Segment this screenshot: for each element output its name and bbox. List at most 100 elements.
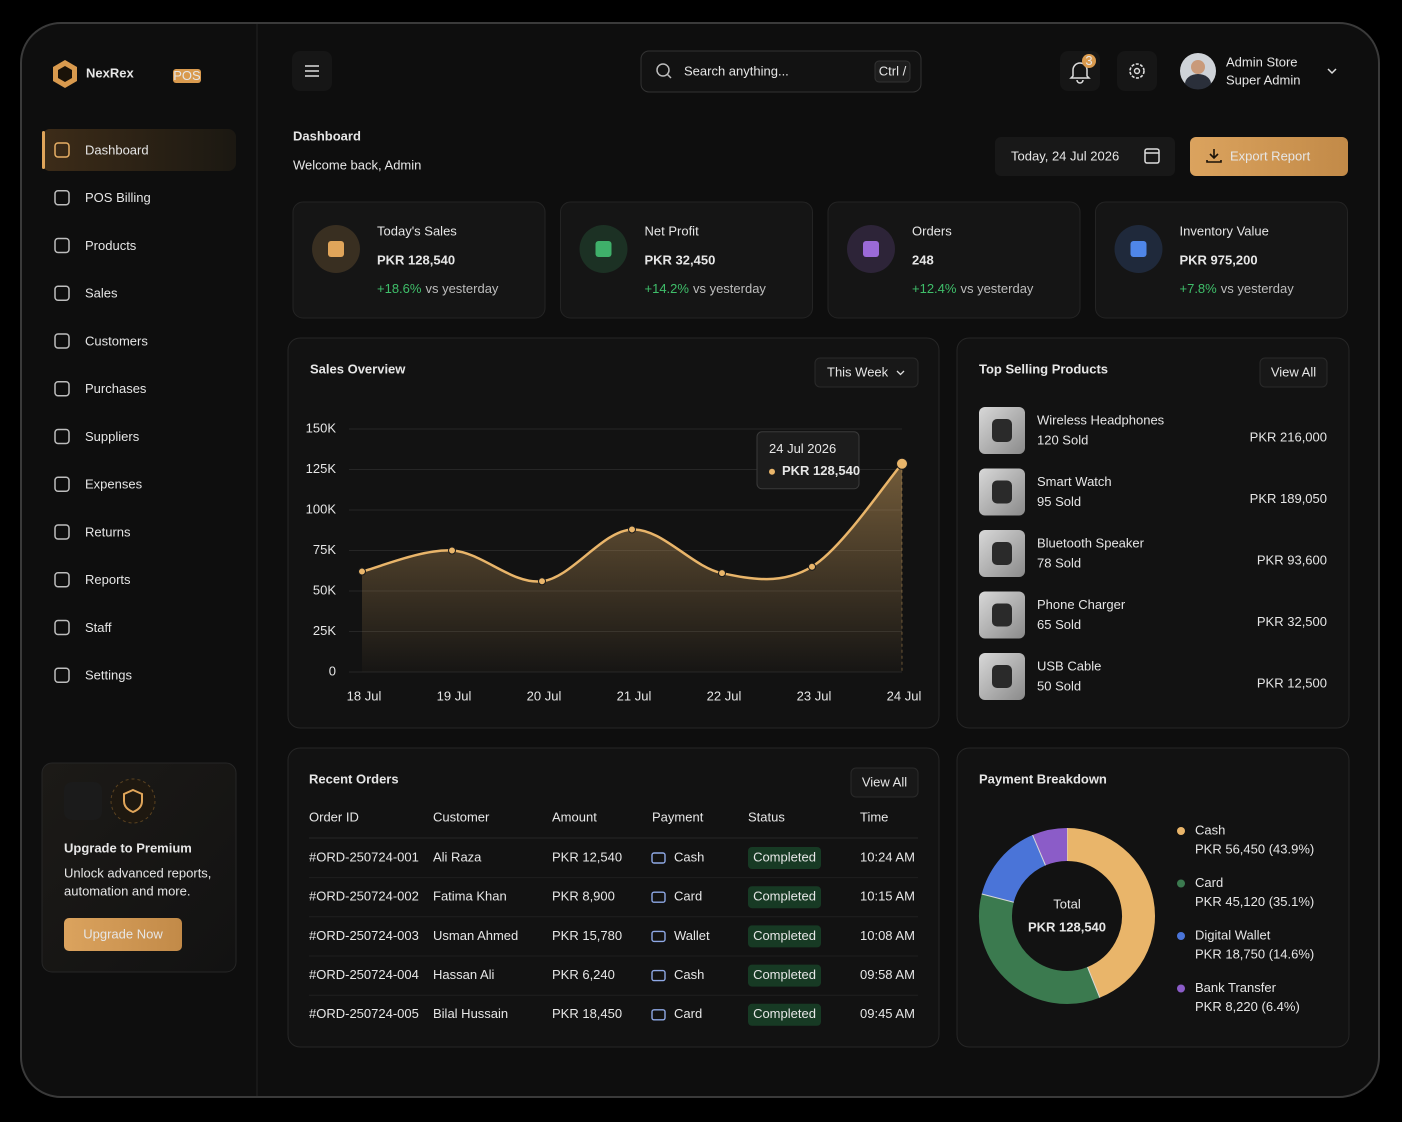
settings-bg[interactable] — [1117, 51, 1157, 91]
upgrade-button-label[interactable]: Upgrade Now — [83, 926, 163, 941]
status-badge — [748, 964, 821, 987]
view-all-bg[interactable] — [850, 767, 919, 798]
column-header: Status — [748, 809, 785, 824]
calendar-icon — [1144, 148, 1160, 164]
nav-label[interactable]: Expenses — [85, 477, 143, 492]
nav-item[interactable]: Suppliers — [54, 428, 140, 445]
y-tick-label: 0 — [329, 663, 336, 678]
range-filter-bg[interactable] — [814, 357, 919, 388]
kpi-change: +14.2% — [645, 281, 690, 296]
nav-label[interactable]: Settings — [85, 668, 132, 683]
kpi-compare: vs yesterday — [1221, 281, 1294, 296]
nav-label[interactable]: Dashboard — [85, 142, 149, 157]
nav-item[interactable]: Dashboard — [42, 129, 236, 171]
nav-label[interactable]: Customers — [85, 333, 148, 348]
nav-icon — [54, 381, 70, 397]
nav-label[interactable]: Staff — [85, 620, 112, 635]
status-label: Completed — [753, 1006, 816, 1021]
nav-label[interactable]: Suppliers — [85, 429, 140, 444]
product-name: USB Cable — [1037, 658, 1101, 673]
view-all-bg[interactable] — [1259, 357, 1328, 388]
nav-item[interactable]: POS Billing — [54, 190, 151, 206]
search-box[interactable]: Search anything... Ctrl / — [640, 50, 922, 93]
y-tick-label: 50K — [313, 582, 336, 597]
payment-method: Cash — [674, 849, 704, 864]
nav-item[interactable]: Products — [54, 237, 137, 254]
nav-item[interactable]: Staff — [54, 619, 112, 636]
avatar-body — [1185, 74, 1211, 90]
upgrade-icon-ring — [110, 778, 156, 824]
nav-label[interactable]: Sales — [85, 286, 118, 301]
upgrade-button[interactable]: Upgrade Now — [64, 918, 182, 951]
product-row[interactable]: Wireless Headphones 120 Sold PKR 216,000 — [979, 407, 1327, 454]
menu-button[interactable] — [292, 51, 332, 91]
menu-icon — [305, 65, 319, 77]
order-cell: 10:15 AM — [860, 889, 915, 904]
order-cell: PKR 18,450 — [552, 1006, 622, 1021]
range-filter[interactable]: This Week — [814, 357, 919, 388]
legend-name: Digital Wallet — [1195, 927, 1271, 942]
order-cell: #ORD-250724-001 — [309, 849, 419, 864]
kpi-value: PKR 32,450 — [645, 252, 716, 267]
product-sold: 95 Sold — [1037, 494, 1081, 509]
nav-item[interactable]: Returns — [54, 524, 131, 540]
view-all-label[interactable]: View All — [862, 774, 907, 789]
order-cell: PKR 6,240 — [552, 967, 615, 982]
range-filter-chevron — [896, 370, 905, 376]
nav-label[interactable]: POS Billing — [85, 190, 151, 205]
y-tick-label: 75K — [313, 542, 336, 557]
nav-label[interactable]: Reports — [85, 572, 131, 587]
nav-item[interactable]: Settings — [54, 667, 132, 683]
donut-segment — [981, 835, 1047, 903]
product-row[interactable]: Phone Charger 65 Sold PKR 32,500 — [979, 591, 1327, 639]
nav-item[interactable]: Expenses — [54, 476, 143, 492]
kpi-change: +7.8% — [1180, 281, 1218, 296]
product-thumb-shape — [992, 542, 1012, 565]
legend-dot — [1177, 984, 1185, 993]
nav-label[interactable]: Returns — [85, 524, 131, 539]
nav-item[interactable]: Purchases — [54, 381, 147, 397]
product-row[interactable]: USB Cable 50 Sold PKR 12,500 — [979, 653, 1327, 700]
payment-icon — [651, 1009, 666, 1021]
settings-button[interactable] — [1117, 51, 1157, 91]
brand-name: NexRex — [86, 65, 134, 80]
nav-item[interactable]: Reports — [54, 572, 131, 588]
notifications-button[interactable]: 3 — [1060, 51, 1100, 91]
view-all-label[interactable]: View All — [1271, 364, 1316, 379]
product-name: Phone Charger — [1037, 597, 1126, 612]
payment-icon — [651, 969, 666, 982]
sales-point — [808, 562, 816, 571]
products-title: Top Selling Products — [979, 361, 1108, 376]
products-view-all[interactable]: View All — [1259, 357, 1328, 388]
nav-label[interactable]: Purchases — [85, 381, 147, 396]
nav-item[interactable]: Sales — [54, 285, 118, 301]
payment-method: Card — [674, 1006, 702, 1021]
product-row[interactable]: Smart Watch 95 Sold PKR 189,050 — [979, 468, 1327, 516]
legend-dot — [1177, 932, 1185, 940]
date-picker-bg[interactable] — [995, 137, 1175, 176]
export-button-bg[interactable] — [1190, 137, 1348, 176]
search-bg[interactable] — [640, 50, 922, 93]
payment-method: Cash — [674, 967, 704, 982]
search-icon-handle — [666, 73, 672, 79]
tooltip-title: 24 Jul 2026 — [769, 441, 836, 456]
upgrade-button-bg[interactable] — [64, 918, 182, 951]
upgrade-icon — [123, 788, 143, 814]
date-picker[interactable]: Today, 24 Jul 2026 — [995, 137, 1175, 176]
payment-title: Payment Breakdown — [979, 771, 1107, 786]
legend-value: PKR 56,450 (43.9%) — [1195, 841, 1314, 856]
user-menu[interactable]: Admin Store Super Admin — [1180, 53, 1337, 90]
nav-label[interactable]: Products — [85, 238, 137, 253]
shortcut-bg — [874, 60, 911, 83]
product-sold: 65 Sold — [1037, 617, 1081, 632]
nav-active-bg[interactable] — [42, 129, 236, 171]
donut-center-title: Total — [1053, 896, 1081, 911]
donut-segment — [1066, 828, 1155, 998]
nav-icon — [54, 572, 70, 588]
nav-item[interactable]: Customers — [54, 333, 148, 349]
product-row[interactable]: Bluetooth Speaker 78 Sold PKR 93,600 — [979, 530, 1327, 577]
export-button[interactable]: Export Report — [1190, 137, 1348, 176]
sales-area — [362, 463, 902, 672]
x-tick-label: 19 Jul — [437, 688, 472, 703]
orders-view-all[interactable]: View All — [850, 767, 919, 798]
